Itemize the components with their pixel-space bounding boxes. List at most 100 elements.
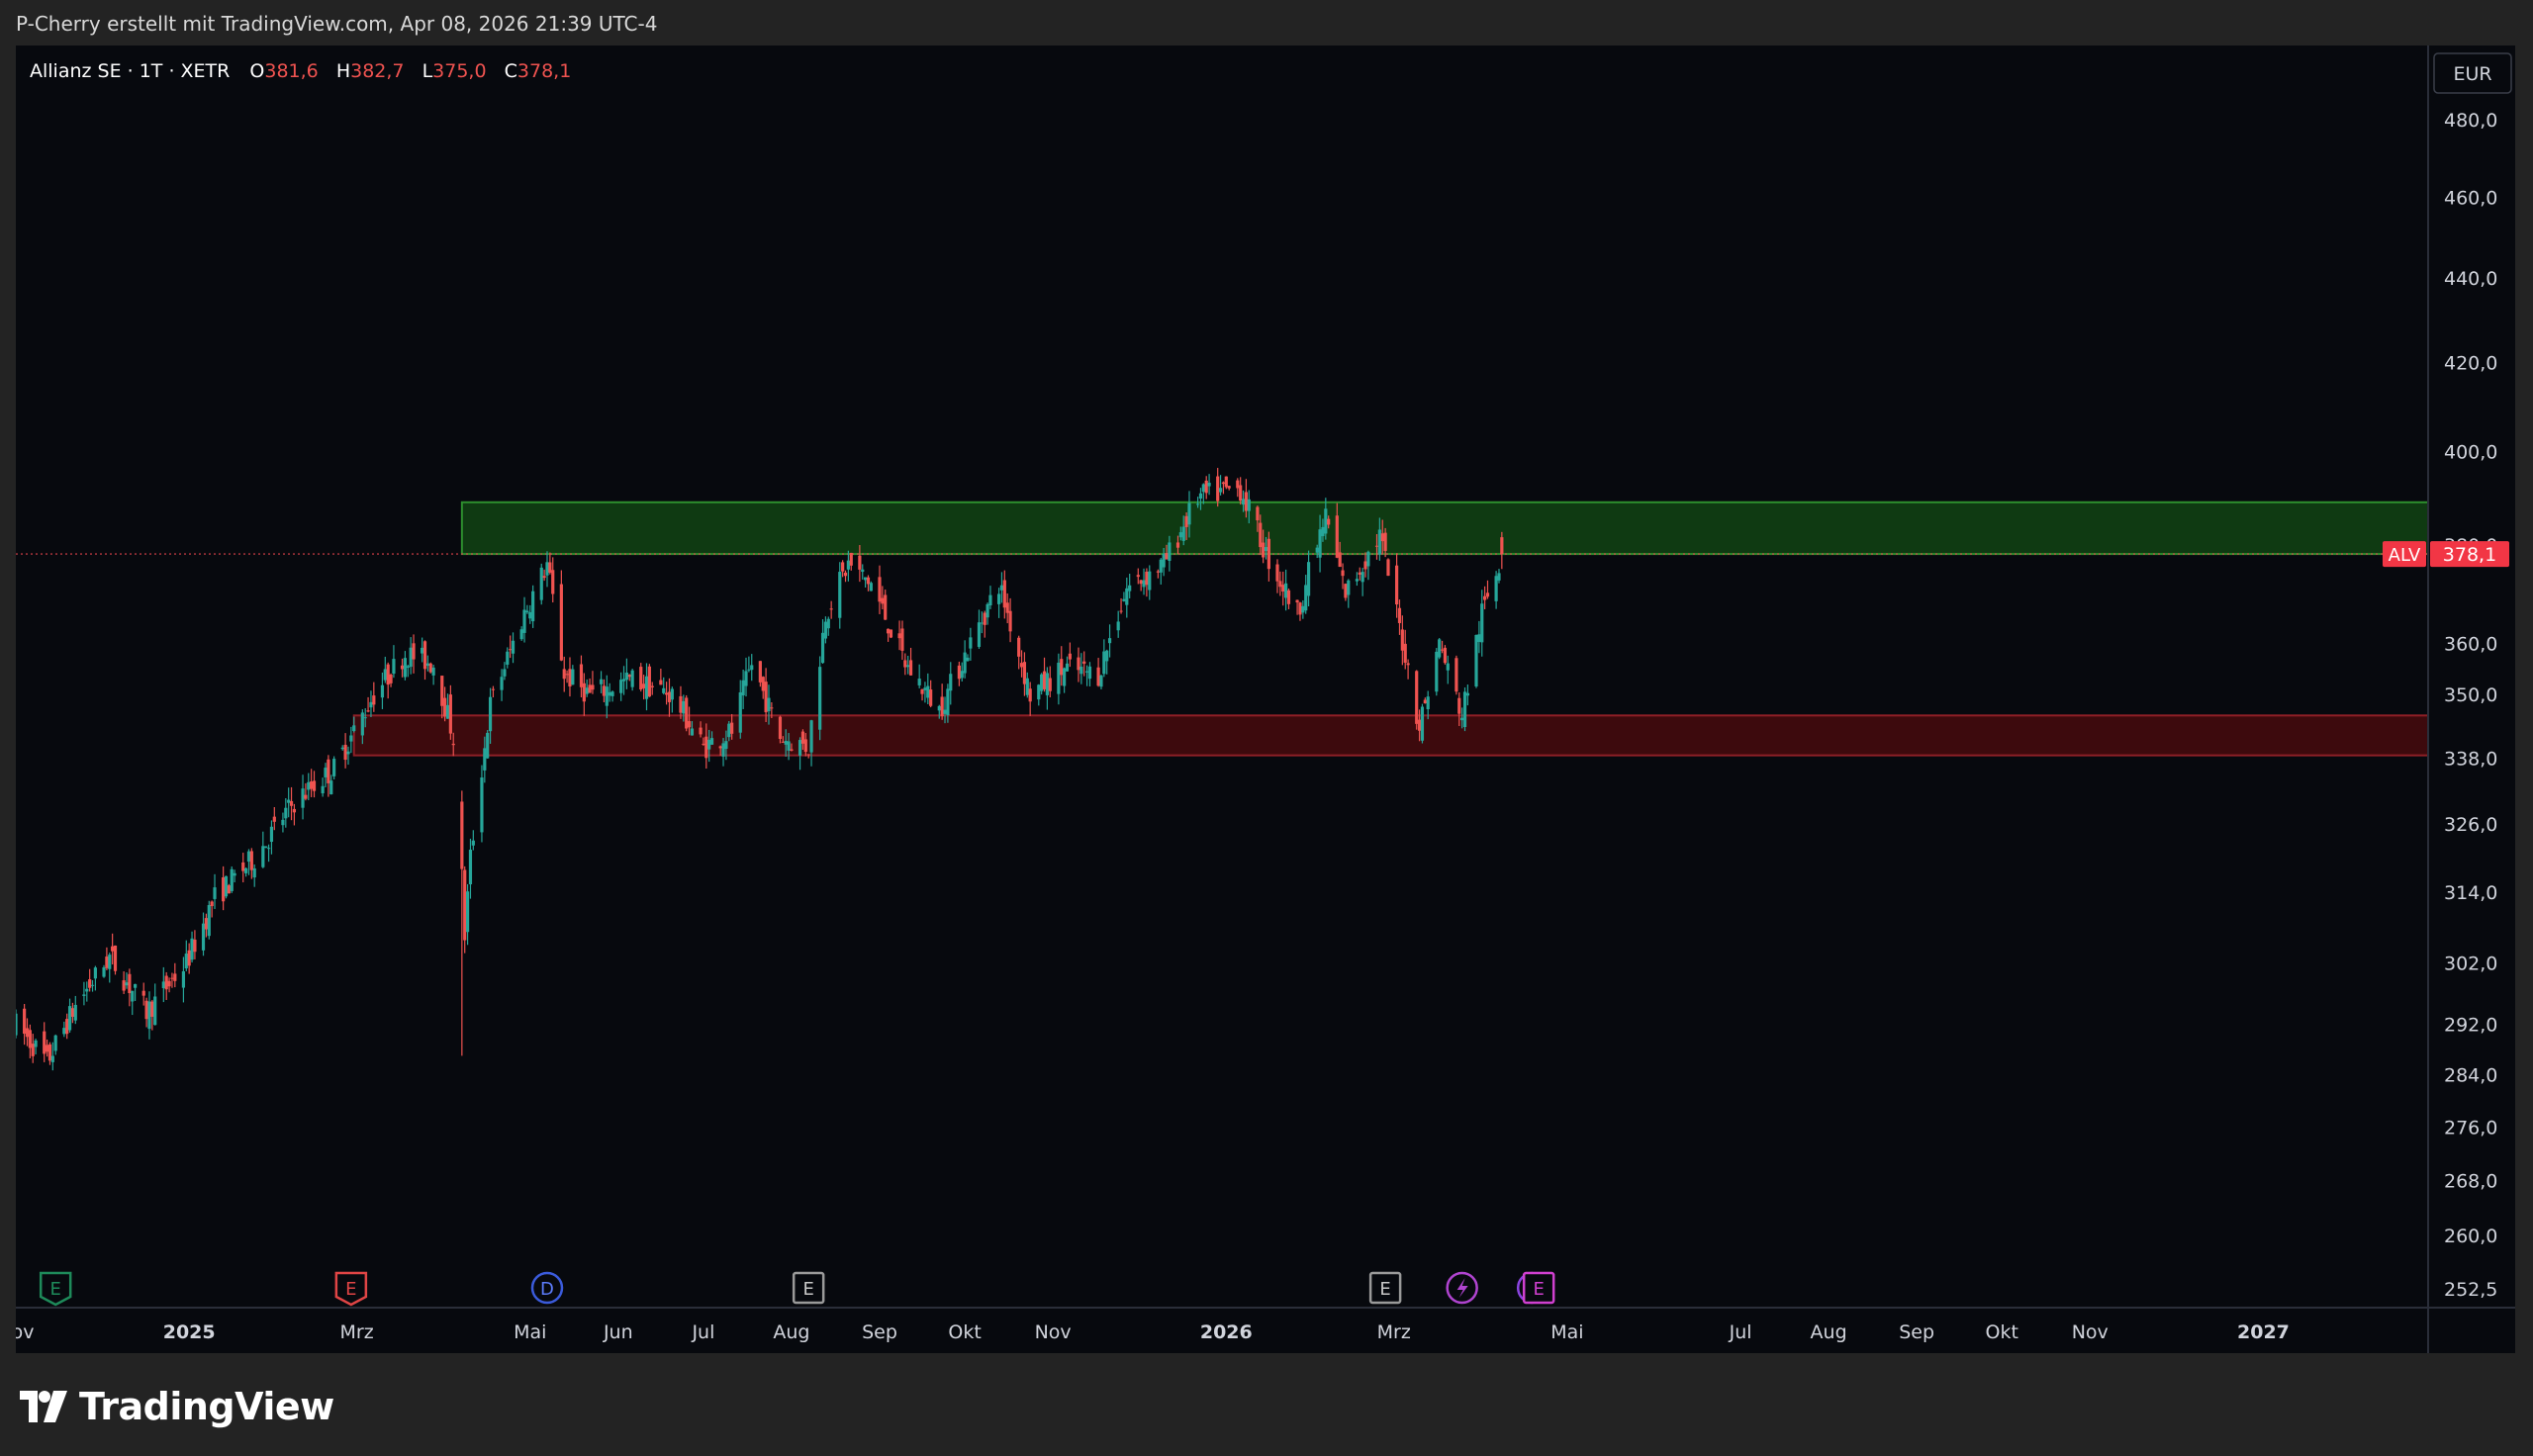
candle-body [141, 990, 145, 996]
candle-body [1005, 602, 1009, 613]
candle-body [548, 562, 552, 573]
candle-body [406, 666, 410, 669]
candle [724, 730, 728, 761]
candle-body [542, 576, 546, 579]
lightning-icon [1456, 1278, 1468, 1298]
candle-body [709, 738, 714, 745]
time-tick-label: Sep [1899, 1321, 1934, 1343]
time-tick-label: Mai [1550, 1321, 1583, 1343]
candle-body [861, 569, 865, 573]
candle-body [184, 954, 188, 969]
legend-high-label: H [336, 60, 350, 82]
candle-body [144, 1000, 148, 1020]
candle [1125, 577, 1129, 618]
candle [531, 585, 535, 628]
candle-body [201, 923, 206, 951]
candle-body [917, 679, 921, 685]
candle-body [1068, 653, 1072, 660]
candle [797, 737, 802, 771]
candle-body [846, 560, 850, 570]
candle-body [750, 665, 754, 671]
candle [903, 653, 907, 676]
candle [1037, 683, 1041, 706]
candle [1198, 488, 1203, 510]
candle [682, 694, 686, 722]
tradingview-brand[interactable]: TradingView [18, 1385, 334, 1428]
candle-body [369, 701, 373, 708]
candle [644, 663, 649, 711]
candle-body [1281, 585, 1285, 592]
candle [642, 675, 646, 700]
candle [1480, 590, 1484, 657]
candle-body [667, 691, 672, 702]
candle-body [1324, 508, 1328, 534]
candle-body [829, 608, 833, 610]
candle-body [1159, 559, 1163, 573]
candle-body [1347, 580, 1351, 595]
candle-body [551, 570, 555, 594]
candle-body [207, 905, 211, 937]
candle-body [878, 577, 882, 602]
candle [624, 658, 628, 689]
candle [128, 968, 132, 1007]
candle-body [147, 1001, 151, 1030]
candle-body [1105, 650, 1109, 662]
candle-body [363, 717, 367, 719]
candle-body [1420, 706, 1425, 741]
candle [465, 883, 470, 946]
candle-body [906, 665, 910, 668]
resistance-zone [460, 500, 2429, 556]
candle [571, 665, 575, 685]
candle [761, 676, 765, 699]
candle [906, 655, 910, 675]
candle-body [1457, 697, 1461, 714]
candle-body [591, 684, 595, 690]
candle [565, 670, 569, 683]
candle [1363, 552, 1367, 578]
candle [519, 626, 523, 641]
candle-body [864, 577, 868, 581]
candle [1204, 476, 1208, 500]
candle-body [937, 705, 941, 711]
candle [144, 997, 148, 1028]
time-tick-label: Mrz [339, 1321, 373, 1343]
candle [1128, 574, 1132, 598]
candle [500, 669, 504, 701]
candle [1321, 518, 1325, 542]
candle-body [724, 741, 728, 750]
candle-body [312, 780, 317, 791]
candle [670, 686, 674, 713]
candle [784, 729, 788, 758]
candle [141, 982, 145, 1006]
candle-body [983, 612, 986, 625]
candle [960, 662, 964, 682]
candle [73, 995, 77, 1025]
candle-body [639, 667, 643, 690]
candle-body [272, 816, 276, 822]
candle [1168, 535, 1172, 572]
candle [1025, 672, 1029, 698]
candle [312, 771, 317, 798]
candle [1019, 650, 1024, 678]
candle [448, 684, 452, 740]
candle-body [761, 677, 765, 691]
candle [443, 686, 447, 722]
time-tick-label: Mrz [1377, 1321, 1411, 1343]
candle [843, 570, 848, 583]
candle [1082, 651, 1086, 677]
candle [164, 971, 168, 1000]
candle-body [122, 980, 126, 991]
candle-body [1236, 480, 1240, 489]
candle-body [889, 629, 893, 638]
candle-body [803, 739, 807, 753]
candle [1145, 568, 1149, 597]
candle-body [1028, 688, 1032, 702]
candle-body [1084, 671, 1089, 673]
candle-body [1096, 667, 1100, 686]
candle [406, 665, 410, 678]
candle-body [670, 688, 674, 700]
candle [983, 610, 986, 638]
candle-body [800, 731, 805, 744]
